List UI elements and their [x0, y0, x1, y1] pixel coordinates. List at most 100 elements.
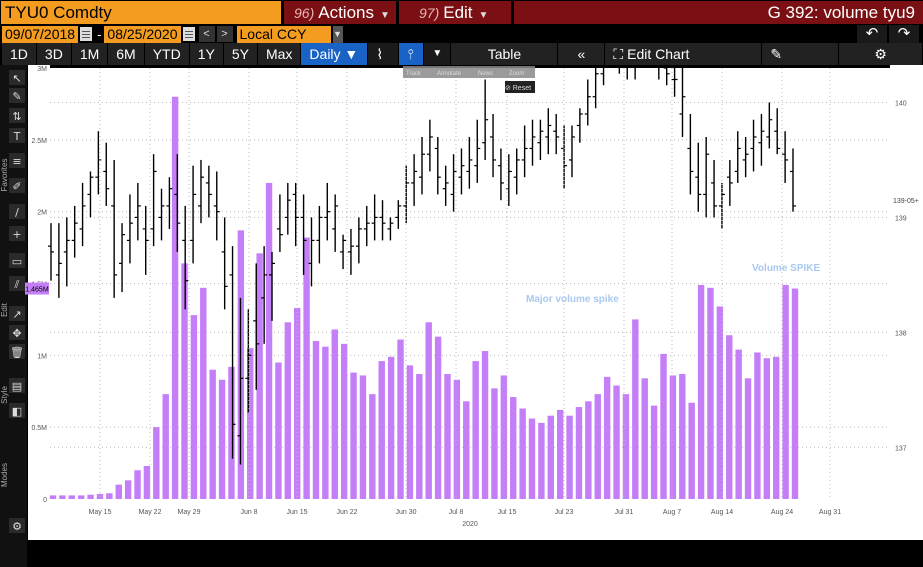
volume-bar[interactable]: [322, 346, 329, 499]
volume-bar[interactable]: [510, 397, 517, 499]
volume-bar[interactable]: [650, 405, 658, 499]
table-button[interactable]: Table: [451, 43, 558, 65]
reset-button[interactable]: ⊘ Reset: [505, 85, 531, 92]
volume-bar[interactable]: [425, 322, 432, 499]
volume-bar[interactable]: [265, 182, 273, 499]
volume-bar[interactable]: [294, 307, 301, 499]
pen-button[interactable]: [9, 88, 25, 103]
volume-bar[interactable]: [190, 315, 198, 499]
volume-bar[interactable]: [538, 422, 545, 499]
volume-bar[interactable]: [359, 375, 367, 499]
volume-bar[interactable]: [434, 336, 442, 499]
volume-bar[interactable]: [181, 263, 188, 499]
volume-bar[interactable]: [143, 465, 151, 499]
overlay-track-button[interactable]: Track: [406, 71, 422, 77]
volume-bar[interactable]: [472, 361, 479, 499]
volume-bar[interactable]: [660, 353, 667, 499]
rectangle-button[interactable]: [9, 253, 25, 268]
channel-button[interactable]: [9, 276, 25, 291]
start-date-field[interactable]: 09/07/2018: [2, 25, 79, 43]
pen-icon[interactable]: ✎: [762, 43, 839, 65]
period-max[interactable]: Max: [257, 43, 301, 65]
period-ytd[interactable]: YTD: [144, 43, 189, 65]
annotation-volume-spike[interactable]: Volume SPIKE: [752, 263, 820, 274]
volume-bar[interactable]: [613, 385, 620, 500]
volume-bar[interactable]: [453, 379, 461, 499]
currency-dropdown-icon[interactable]: ▼: [332, 25, 343, 43]
volume-bar[interactable]: [754, 352, 761, 499]
volume-bar[interactable]: [115, 484, 122, 499]
volume-bar[interactable]: [688, 402, 695, 499]
volume-bar[interactable]: [575, 407, 583, 499]
volume-bar[interactable]: [716, 306, 724, 499]
calendar-icon[interactable]: [80, 27, 93, 41]
volume-bar[interactable]: [763, 358, 771, 499]
period-1y[interactable]: 1Y: [189, 43, 223, 65]
volume-bar[interactable]: [594, 394, 601, 499]
volume-bar[interactable]: [162, 394, 169, 499]
chart-type-dropdown-icon[interactable]: ▼: [424, 43, 451, 65]
annotation-major-volume-spike[interactable]: Major volume spike: [526, 294, 619, 305]
crosshair-button[interactable]: [9, 226, 25, 241]
volume-bar[interactable]: [697, 284, 705, 499]
currency-select[interactable]: Local CCY: [236, 25, 331, 43]
volume-bar[interactable]: [641, 378, 648, 499]
period-6m[interactable]: 6M: [108, 43, 144, 65]
measure-button[interactable]: [9, 108, 25, 123]
volume-bar[interactable]: [773, 356, 780, 499]
volume-bar[interactable]: [312, 340, 320, 499]
end-date-field[interactable]: 08/25/2020: [104, 25, 181, 43]
volume-bar[interactable]: [519, 408, 526, 499]
volume-bar[interactable]: [500, 375, 508, 499]
volume-bar[interactable]: [444, 374, 451, 499]
volume-bar[interactable]: [566, 415, 573, 499]
volume-bar[interactable]: [303, 237, 310, 499]
chevron-right-icon[interactable]: >: [216, 26, 233, 42]
volume-bar[interactable]: [124, 480, 132, 499]
volume-bar[interactable]: [463, 401, 470, 499]
overlay-news-button[interactable]: News: [478, 71, 493, 77]
text-button[interactable]: [9, 128, 25, 143]
volume-bar[interactable]: [275, 362, 282, 499]
volume-bar[interactable]: [59, 495, 66, 499]
period-1m[interactable]: 1M: [71, 43, 108, 65]
volume-bar[interactable]: [77, 495, 85, 499]
volume-bar[interactable]: [68, 495, 75, 499]
line-button[interactable]: [9, 204, 25, 219]
redo-icon[interactable]: ↷: [889, 25, 919, 43]
frequency-select[interactable]: Daily ▼: [301, 43, 368, 65]
volume-bar[interactable]: [134, 470, 141, 499]
volume-bar[interactable]: [171, 96, 179, 500]
trash-button[interactable]: [9, 344, 25, 359]
volume-bar[interactable]: [632, 319, 639, 499]
volume-bar[interactable]: [200, 287, 207, 499]
volume-bar[interactable]: [387, 356, 395, 499]
move-button[interactable]: [9, 325, 25, 340]
volume-bar[interactable]: [406, 365, 414, 499]
volume-bar[interactable]: [350, 372, 357, 499]
volume-bar[interactable]: [256, 253, 263, 499]
ticker-field[interactable]: TYU0 Comdty: [1, 1, 281, 24]
volume-bar[interactable]: [556, 409, 564, 499]
volume-bar[interactable]: [247, 348, 254, 499]
volume-bar[interactable]: [622, 394, 630, 499]
volume-bar[interactable]: [153, 427, 160, 499]
volume-bar[interactable]: [340, 343, 348, 499]
overlay-zoom-button[interactable]: Zoom: [509, 71, 524, 77]
fibonacci-button[interactable]: [9, 153, 25, 168]
volume-bar[interactable]: [416, 374, 423, 499]
period-3d[interactable]: 3D: [36, 43, 71, 65]
volume-bar[interactable]: [791, 288, 799, 499]
volume-bar[interactable]: [209, 369, 216, 499]
chevron-left-icon[interactable]: <: [198, 26, 215, 42]
volume-bar[interactable]: [228, 366, 235, 499]
volume-bar[interactable]: [744, 378, 752, 499]
fill-button[interactable]: [9, 403, 25, 418]
overlay-annotate-button[interactable]: Annotate: [437, 71, 462, 77]
volume-bar[interactable]: [284, 322, 292, 499]
volume-bar[interactable]: [397, 339, 404, 499]
volume-bar[interactable]: [585, 401, 592, 499]
style-button[interactable]: [9, 378, 25, 393]
edit-chart-button[interactable]: ⛶ Edit Chart: [605, 43, 762, 65]
volume-bar[interactable]: [378, 361, 385, 499]
